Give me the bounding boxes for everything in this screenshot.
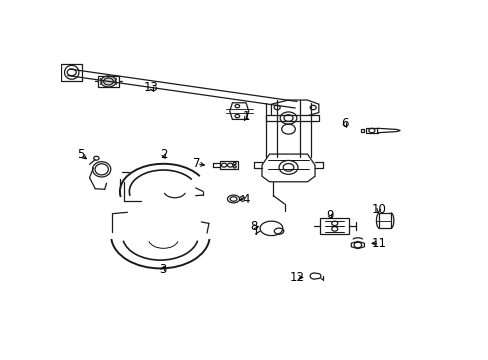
Polygon shape [350,242,364,249]
Polygon shape [271,100,318,116]
Text: 9: 9 [326,209,333,222]
Polygon shape [366,128,377,133]
Polygon shape [360,129,364,132]
Polygon shape [265,115,318,121]
Polygon shape [262,154,314,182]
Text: 5: 5 [77,148,84,161]
Text: 8: 8 [250,220,258,233]
Polygon shape [219,161,237,169]
Polygon shape [61,64,82,81]
Polygon shape [379,213,390,228]
Text: 6: 6 [340,117,347,130]
Text: 7: 7 [193,157,200,170]
Text: 13: 13 [143,81,159,94]
Text: 2: 2 [160,148,167,161]
Text: 11: 11 [371,237,386,250]
Text: 3: 3 [159,264,166,276]
Polygon shape [377,128,400,133]
Text: 12: 12 [289,271,304,284]
Polygon shape [229,103,248,120]
Text: 4: 4 [242,193,249,206]
Polygon shape [98,76,119,87]
Circle shape [67,69,76,76]
Text: 1: 1 [243,110,250,123]
Circle shape [103,78,113,85]
Text: 10: 10 [370,203,386,216]
Polygon shape [320,218,348,234]
